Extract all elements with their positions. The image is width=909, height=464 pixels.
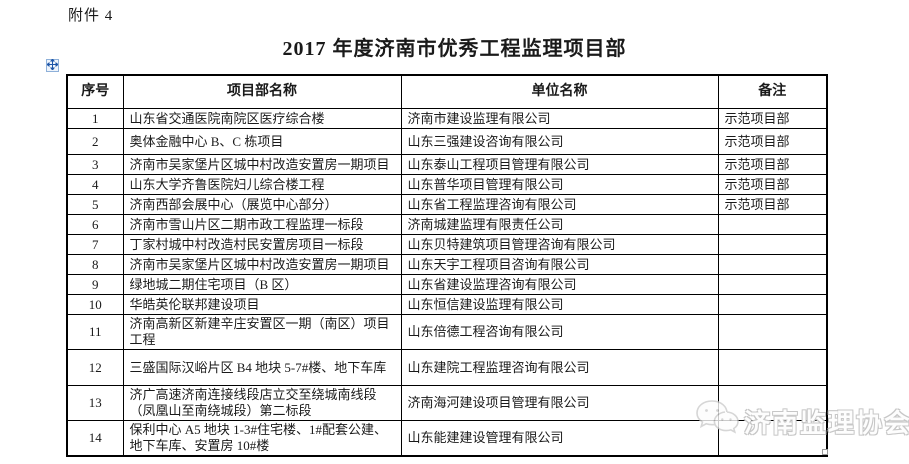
- project-name-cell: 山东省交通医院南院区医疗综合楼: [122, 108, 402, 129]
- table-resize-handle[interactable]: [822, 449, 828, 455]
- remark-cell: 示范项目部: [717, 174, 828, 195]
- project-name-cell: 济南西部会展中心（展览中心部分）: [122, 194, 402, 215]
- project-name-cell: 山东大学齐鲁医院妇儿综合楼工程: [122, 174, 402, 195]
- table-body: 1 山东省交通医院南院区医疗综合楼 济南市建设监理有限公司 示范项目部 2 奥体…: [66, 108, 828, 457]
- project-name-cell: 济南市吴家堡片区城中村改造安置房一期项目: [122, 154, 402, 175]
- table-row: 9 绿地城二期住宅项目（B 区） 山东省建设监理咨询有限公司: [66, 274, 828, 295]
- header-remark: 备注: [717, 74, 828, 109]
- remark-cell: 示范项目部: [717, 108, 828, 129]
- row-number-cell: 1: [66, 108, 124, 129]
- remark-cell: [717, 234, 828, 255]
- remark-cell: 示范项目部: [717, 194, 828, 215]
- remark-cell: [717, 214, 828, 235]
- row-number-cell: 8: [66, 254, 124, 275]
- row-number-cell: 6: [66, 214, 124, 235]
- header-company: 单位名称: [400, 74, 719, 109]
- company-name-cell: 山东倍德工程咨询有限公司: [400, 314, 719, 350]
- company-name-cell: 山东省工程监理咨询有限公司: [400, 194, 719, 215]
- company-name-cell: 济南城建监理有限责任公司: [400, 214, 719, 235]
- project-name-cell: 丁家村城中村改造村民安置房项目一标段: [122, 234, 402, 255]
- company-name-cell: 山东建院工程监理咨询有限公司: [400, 349, 719, 386]
- table-row: 11 济南高新区新建辛庄安置区一期（南区）项目工程 山东倍德工程咨询有限公司: [66, 314, 828, 350]
- attachment-label: 附件 4: [68, 8, 114, 24]
- remark-cell: [717, 420, 828, 457]
- project-name-cell: 济广高速济南连接线段店立交至绕城南线段（凤凰山至南绕城段）第二标段: [122, 385, 402, 421]
- table-row: 10 华皓英伦联邦建设项目 山东恒信建设监理有限公司: [66, 294, 828, 315]
- row-number-cell: 2: [66, 128, 124, 155]
- row-number-cell: 10: [66, 294, 124, 315]
- remark-cell: [717, 274, 828, 295]
- company-name-cell: 济南海河建设项目管理有限公司: [400, 385, 719, 421]
- project-name-cell: 济南高新区新建辛庄安置区一期（南区）项目工程: [122, 314, 402, 350]
- company-name-cell: 山东省建设监理咨询有限公司: [400, 274, 719, 295]
- company-name-cell: 山东普华项目管理有限公司: [400, 174, 719, 195]
- row-number-cell: 13: [66, 385, 124, 421]
- table-row: 4 山东大学齐鲁医院妇儿综合楼工程 山东普华项目管理有限公司 示范项目部: [66, 174, 828, 195]
- row-number-cell: 9: [66, 274, 124, 295]
- company-name-cell: 济南市建设监理有限公司: [400, 108, 719, 129]
- company-name-cell: 山东天宇工程项目咨询有限公司: [400, 254, 719, 275]
- company-name-cell: 山东贝特建筑项目管理咨询有限公司: [400, 234, 719, 255]
- company-name-cell: 山东恒信建设监理有限公司: [400, 294, 719, 315]
- header-project: 项目部名称: [122, 74, 402, 109]
- remark-cell: [717, 294, 828, 315]
- table-row: 6 济南市雪山片区二期市政工程监理一标段 济南城建监理有限责任公司: [66, 214, 828, 235]
- project-name-cell: 奥体金融中心 B、C 栋项目: [122, 128, 402, 155]
- project-name-cell: 华皓英伦联邦建设项目: [122, 294, 402, 315]
- project-name-cell: 济南市吴家堡片区城中村改造安置房一期项目: [122, 254, 402, 275]
- company-name-cell: 山东能建建设管理有限公司: [400, 420, 719, 457]
- row-number-cell: 4: [66, 174, 124, 195]
- row-number-cell: 11: [66, 314, 124, 350]
- remark-cell: 示范项目部: [717, 128, 828, 155]
- project-name-cell: 保利中心 A5 地块 1-3#住宅楼、1#配套公建、地下车库、安置房 10#楼: [122, 420, 402, 457]
- table-row: 2 奥体金融中心 B、C 栋项目 山东三强建设咨询有限公司 示范项目部: [66, 128, 828, 155]
- table-row: 3 济南市吴家堡片区城中村改造安置房一期项目 山东泰山工程项目管理有限公司 示范…: [66, 154, 828, 175]
- table-row: 13 济广高速济南连接线段店立交至绕城南线段（凤凰山至南绕城段）第二标段 济南海…: [66, 385, 828, 421]
- header-no: 序号: [66, 74, 124, 109]
- table-row: 14 保利中心 A5 地块 1-3#住宅楼、1#配套公建、地下车库、安置房 10…: [66, 420, 828, 457]
- page-title: 2017 年度济南市优秀工程监理项目部: [282, 38, 627, 60]
- remark-cell: 示范项目部: [717, 154, 828, 175]
- row-number-cell: 14: [66, 420, 124, 457]
- table-row: 8 济南市吴家堡片区城中村改造安置房一期项目 山东天宇工程项目咨询有限公司: [66, 254, 828, 275]
- remark-cell: [717, 349, 828, 386]
- project-name-cell: 济南市雪山片区二期市政工程监理一标段: [122, 214, 402, 235]
- table-move-handle[interactable]: [46, 57, 59, 75]
- table-row: 12 三盛国际汉峪片区 B4 地块 5-7#楼、地下车库 山东建院工程监理咨询有…: [66, 349, 828, 386]
- table-row: 5 济南西部会展中心（展览中心部分） 山东省工程监理咨询有限公司 示范项目部: [66, 194, 828, 215]
- company-name-cell: 山东三强建设咨询有限公司: [400, 128, 719, 155]
- award-projects-table: 序号 项目部名称 单位名称 备注 1 山东省交通医院南院区医疗综合楼 济南市建设…: [66, 74, 828, 457]
- table-row: 1 山东省交通医院南院区医疗综合楼 济南市建设监理有限公司 示范项目部: [66, 108, 828, 129]
- table-header-row: 序号 项目部名称 单位名称 备注: [66, 74, 828, 109]
- row-number-cell: 5: [66, 194, 124, 215]
- table-row: 7 丁家村城中村改造村民安置房项目一标段 山东贝特建筑项目管理咨询有限公司: [66, 234, 828, 255]
- row-number-cell: 3: [66, 154, 124, 175]
- company-name-cell: 山东泰山工程项目管理有限公司: [400, 154, 719, 175]
- row-number-cell: 7: [66, 234, 124, 255]
- remark-cell: [717, 254, 828, 275]
- remark-cell: [717, 314, 828, 350]
- project-name-cell: 绿地城二期住宅项目（B 区）: [122, 274, 402, 295]
- row-number-cell: 12: [66, 349, 124, 386]
- four-way-arrow-icon: [46, 57, 59, 75]
- remark-cell: [717, 385, 828, 421]
- project-name-cell: 三盛国际汉峪片区 B4 地块 5-7#楼、地下车库: [122, 349, 402, 386]
